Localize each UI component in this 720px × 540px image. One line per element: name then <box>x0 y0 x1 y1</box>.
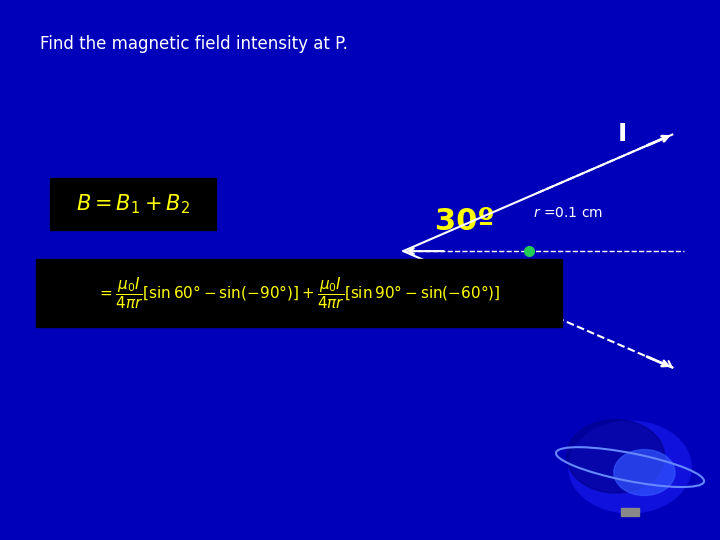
FancyBboxPatch shape <box>36 259 562 327</box>
Circle shape <box>613 449 675 496</box>
Text: $r$ =0.1 cm: $r$ =0.1 cm <box>533 206 603 220</box>
FancyBboxPatch shape <box>50 178 216 230</box>
Text: I: I <box>618 123 627 146</box>
Circle shape <box>569 421 691 513</box>
Text: Find the magnetic field intensity at P.: Find the magnetic field intensity at P. <box>40 35 348 53</box>
Circle shape <box>567 420 665 493</box>
FancyBboxPatch shape <box>621 508 639 516</box>
Text: 30º: 30º <box>435 207 494 236</box>
Text: P: P <box>541 269 560 293</box>
Text: $B = B_1 + B_2$: $B = B_1 + B_2$ <box>76 192 190 215</box>
Text: $= \dfrac{\mu_0 I}{4\pi r}[\sin 60° - \sin(-90°)]+ \dfrac{\mu_0 I}{4\pi r}[\sin : $= \dfrac{\mu_0 I}{4\pi r}[\sin 60° - \s… <box>97 275 500 311</box>
Text: 30º: 30º <box>435 269 494 298</box>
